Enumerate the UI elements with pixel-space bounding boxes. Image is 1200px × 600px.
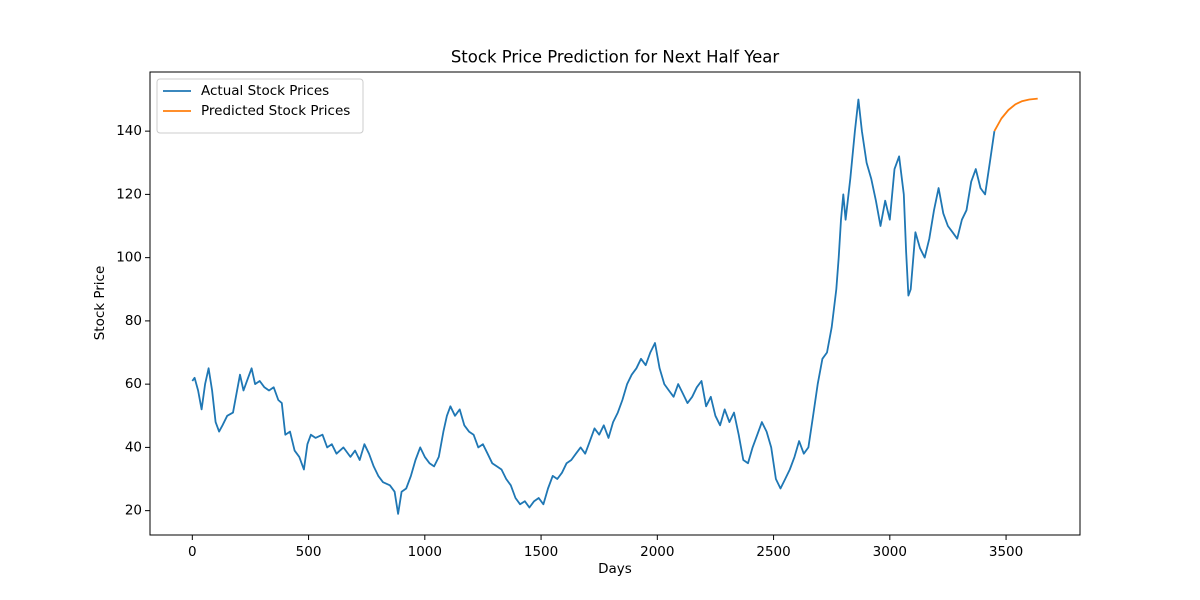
y-tick-label: 140 <box>116 123 142 139</box>
plot-frame <box>149 71 1081 536</box>
y-axis-label: Stock Price <box>92 266 108 341</box>
legend-label: Actual Stock Prices <box>201 83 329 99</box>
x-axis-label: Days <box>598 561 632 577</box>
data-line <box>993 97 1038 132</box>
y-tick-label: 40 <box>125 439 142 455</box>
x-tick-label: 3500 <box>989 544 1023 560</box>
x-tick-label: 2500 <box>756 544 790 560</box>
y-tick-label: 120 <box>116 186 142 202</box>
chart-title: Stock Price Prediction for Next Half Yea… <box>451 48 780 67</box>
legend-label: Predicted Stock Prices <box>201 103 350 119</box>
data-line <box>191 98 996 515</box>
y-tick-label: 60 <box>125 376 142 392</box>
x-tick-label: 3000 <box>873 544 907 560</box>
legend-box <box>156 78 364 134</box>
x-tick-label: 1500 <box>524 544 558 560</box>
x-tick-label: 500 <box>296 544 322 560</box>
x-tick-label: 1000 <box>408 544 442 560</box>
y-tick-label: 80 <box>125 313 142 329</box>
y-tick-label: 20 <box>125 503 142 519</box>
y-tick-label: 100 <box>116 250 142 266</box>
x-tick-label: 2000 <box>640 544 674 560</box>
x-tick-label: 0 <box>188 544 197 560</box>
